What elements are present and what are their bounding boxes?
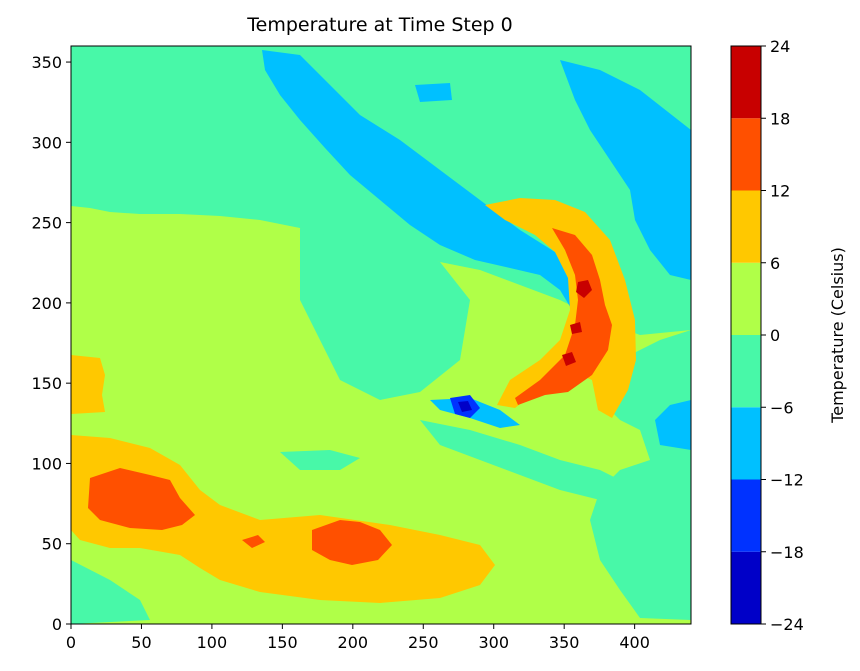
plot-frame: [70, 45, 692, 625]
colorbar-segment: [731, 335, 761, 408]
colorbar-tick-label: 18: [770, 109, 790, 128]
colorbar-tick-label: 24: [770, 37, 790, 56]
colorbar-tick-label: 12: [770, 182, 790, 201]
cool-patch-mid: [280, 450, 360, 470]
colorbar-segment: [731, 407, 761, 480]
cool-central-band: [300, 228, 470, 400]
hot-southwest-blob: [88, 468, 195, 530]
x-tick-label: 250: [408, 633, 439, 652]
x-tick-label: 50: [131, 633, 151, 652]
y-axis: 0 50 100 150 200 250 300 350: [31, 53, 71, 634]
colorbar-frame: [730, 45, 762, 625]
cold-east-mass: [560, 60, 691, 280]
colorbar: 24 18 12 6 0 −6 −12 −18 −24: [731, 37, 804, 634]
x-tick-label: 200: [338, 633, 369, 652]
hot-arc-core: [515, 228, 612, 405]
colorbar-tick-label: −18: [770, 543, 804, 562]
cold-diagonal-tongue: [262, 50, 575, 310]
x-tick-label: 150: [267, 633, 298, 652]
colorbar-tick-label: −12: [770, 471, 804, 490]
colorbar-tick-label: 0: [770, 326, 780, 345]
colorbar-segment: [731, 262, 761, 335]
colorbar-tick-label: −6: [770, 398, 794, 417]
colorbar-label: Temperature (Celsius): [828, 247, 847, 424]
x-tick-label: 100: [197, 633, 228, 652]
y-tick-label: 350: [31, 53, 62, 72]
x-tick-label: 0: [66, 633, 76, 652]
hot-small-spot: [242, 535, 265, 548]
very-hot-spot-1: [576, 280, 592, 298]
warm-west-strip: [71, 355, 105, 414]
very-hot-spot-2: [570, 322, 582, 334]
coldest-spot-inner: [458, 401, 472, 412]
x-tick-label: 350: [549, 633, 580, 652]
cold-patch-north: [415, 83, 452, 102]
colorbar-tick-label: 6: [770, 254, 780, 273]
cool-east-streak: [420, 420, 620, 500]
cold-east-edge: [655, 400, 691, 450]
y-tick-label: 50: [42, 535, 62, 554]
x-axis: 0 50 100 150 200 250 300 350 400: [66, 624, 650, 652]
y-tick-label: 250: [31, 214, 62, 233]
chart-title: Temperature at Time Step 0: [246, 14, 512, 36]
x-tick-label: 300: [478, 633, 509, 652]
y-tick-label: 100: [31, 454, 62, 473]
colorbar-segment: [731, 118, 761, 191]
y-tick-label: 200: [31, 294, 62, 313]
colorbar-segment: [731, 190, 761, 263]
cool-west-strip: [71, 560, 150, 624]
y-tick-label: 300: [31, 133, 62, 152]
warm-southwest: [71, 435, 495, 603]
y-tick-label: 150: [31, 374, 62, 393]
hot-south-blob: [312, 520, 392, 565]
colorbar-segment: [731, 46, 761, 119]
colorbar-segment: [731, 479, 761, 552]
colorbar-segment: [731, 551, 761, 624]
x-tick-label: 400: [619, 633, 650, 652]
y-tick-label: 0: [52, 615, 62, 634]
plot-area: [71, 46, 691, 624]
very-hot-spot-3: [562, 352, 576, 366]
colorbar-tick-label: −24: [770, 615, 804, 634]
